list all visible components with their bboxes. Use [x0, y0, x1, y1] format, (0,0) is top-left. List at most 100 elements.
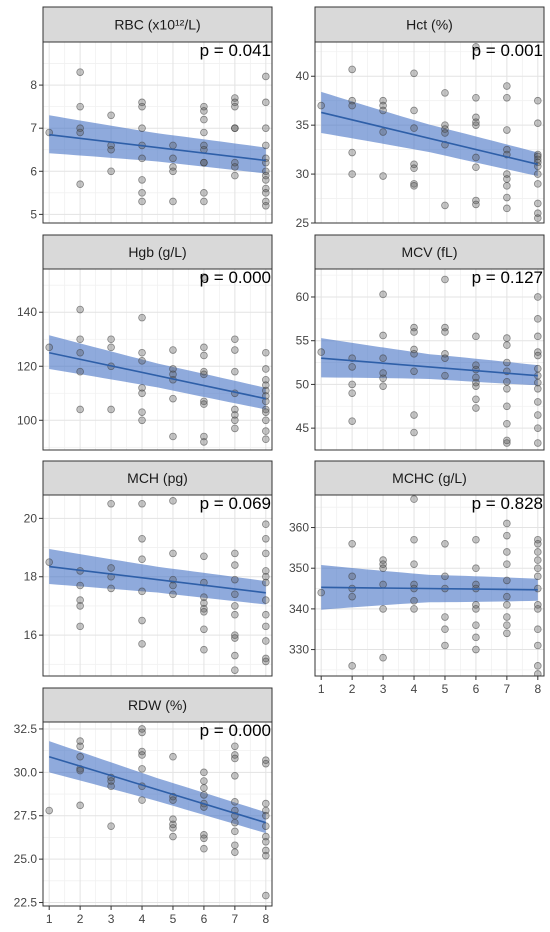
p-value-label: p = 0.127: [472, 268, 543, 287]
data-point: [200, 158, 208, 167]
data-point: [262, 201, 270, 210]
facet-title: RBC (x10¹²/L): [114, 17, 200, 33]
data-point: [534, 601, 542, 609]
data-point: [107, 335, 115, 344]
data-point: [441, 625, 449, 634]
data-point: [379, 374, 387, 383]
data-point: [379, 653, 387, 662]
data-point: [534, 293, 542, 301]
data-point: [138, 389, 146, 398]
data-point: [262, 534, 270, 543]
data-point: [231, 841, 239, 850]
data-point: [472, 382, 480, 390]
data-point: [231, 666, 239, 674]
data-point: [169, 815, 177, 824]
data-point: [472, 196, 480, 205]
data-point: [107, 499, 115, 508]
data-point: [169, 497, 177, 505]
data-point: [379, 106, 387, 115]
data-point: [379, 128, 387, 136]
data-point: [107, 145, 115, 154]
data-point: [503, 419, 511, 428]
data-point: [262, 184, 270, 193]
data-point: [534, 556, 542, 564]
x-tick-label: 2: [77, 912, 84, 926]
confidence-band: [49, 115, 266, 174]
x-tick-label: 3: [380, 682, 387, 696]
data-point: [262, 124, 270, 132]
facet-title: MCH (pg): [127, 470, 188, 486]
data-point: [138, 348, 146, 357]
data-point: [169, 590, 177, 599]
data-point: [200, 102, 208, 111]
data-point: [410, 69, 418, 78]
data-point: [76, 622, 84, 631]
panel-border: [42, 721, 273, 907]
y-tick-label: 25: [296, 216, 310, 230]
data-point: [76, 581, 84, 590]
data-point: [138, 416, 146, 425]
data-point: [410, 160, 418, 169]
data-point: [200, 343, 208, 352]
data-point: [45, 343, 53, 352]
data-point: [534, 572, 542, 581]
data-point: [107, 777, 115, 785]
data-point: [107, 405, 115, 414]
y-tick-label: 7: [30, 121, 37, 135]
regression-line: [321, 586, 538, 591]
y-tick-label: 5: [30, 207, 37, 221]
data-point: [262, 654, 270, 663]
panel-4: MCV (fL) 45 50 55 60 p = 0.127: [296, 234, 545, 451]
x-tick-label: 4: [139, 912, 146, 926]
data-point: [503, 82, 511, 90]
panel-border: [42, 268, 273, 451]
data-point: [169, 141, 177, 150]
data-point: [472, 121, 480, 129]
data-point: [317, 588, 325, 597]
data-point: [76, 305, 84, 314]
y-tick-label: 6: [30, 164, 37, 178]
p-value-label: p = 0.000: [200, 268, 271, 287]
data-point: [200, 115, 208, 124]
data-point: [262, 141, 270, 150]
data-point: [76, 742, 84, 751]
data-point: [503, 182, 511, 190]
data-point: [262, 578, 270, 587]
data-point: [138, 98, 146, 107]
data-point: [169, 432, 177, 441]
data-point: [169, 197, 177, 206]
data-point: [231, 634, 239, 642]
data-point: [262, 416, 270, 425]
data-point: [441, 121, 449, 129]
data-point: [472, 395, 480, 404]
data-point: [262, 567, 270, 575]
x-tick-label: 6: [201, 912, 208, 926]
x-tick-label: 6: [473, 682, 480, 696]
data-point: [472, 645, 480, 654]
data-point: [503, 576, 511, 585]
data-point: [503, 377, 511, 386]
data-point: [410, 428, 418, 437]
data-point: [262, 837, 270, 846]
data-point: [348, 417, 356, 425]
data-point: [503, 93, 511, 102]
data-point: [231, 742, 239, 751]
data-point: [169, 796, 177, 804]
data-point: [200, 432, 208, 441]
data-point: [76, 405, 84, 414]
data-point: [262, 427, 270, 435]
data-point: [348, 592, 356, 601]
data-point: [534, 180, 542, 188]
data-point: [231, 651, 239, 660]
data-point: [503, 341, 511, 349]
data-point: [138, 499, 146, 508]
data-point: [169, 346, 177, 354]
data-point: [169, 549, 177, 558]
data-point: [410, 328, 418, 336]
facet-title: Hgb (g/L): [128, 244, 186, 260]
data-point: [231, 171, 239, 180]
data-point: [410, 350, 418, 358]
data-point: [410, 106, 418, 115]
data-point: [200, 397, 208, 406]
data-point: [534, 332, 542, 341]
